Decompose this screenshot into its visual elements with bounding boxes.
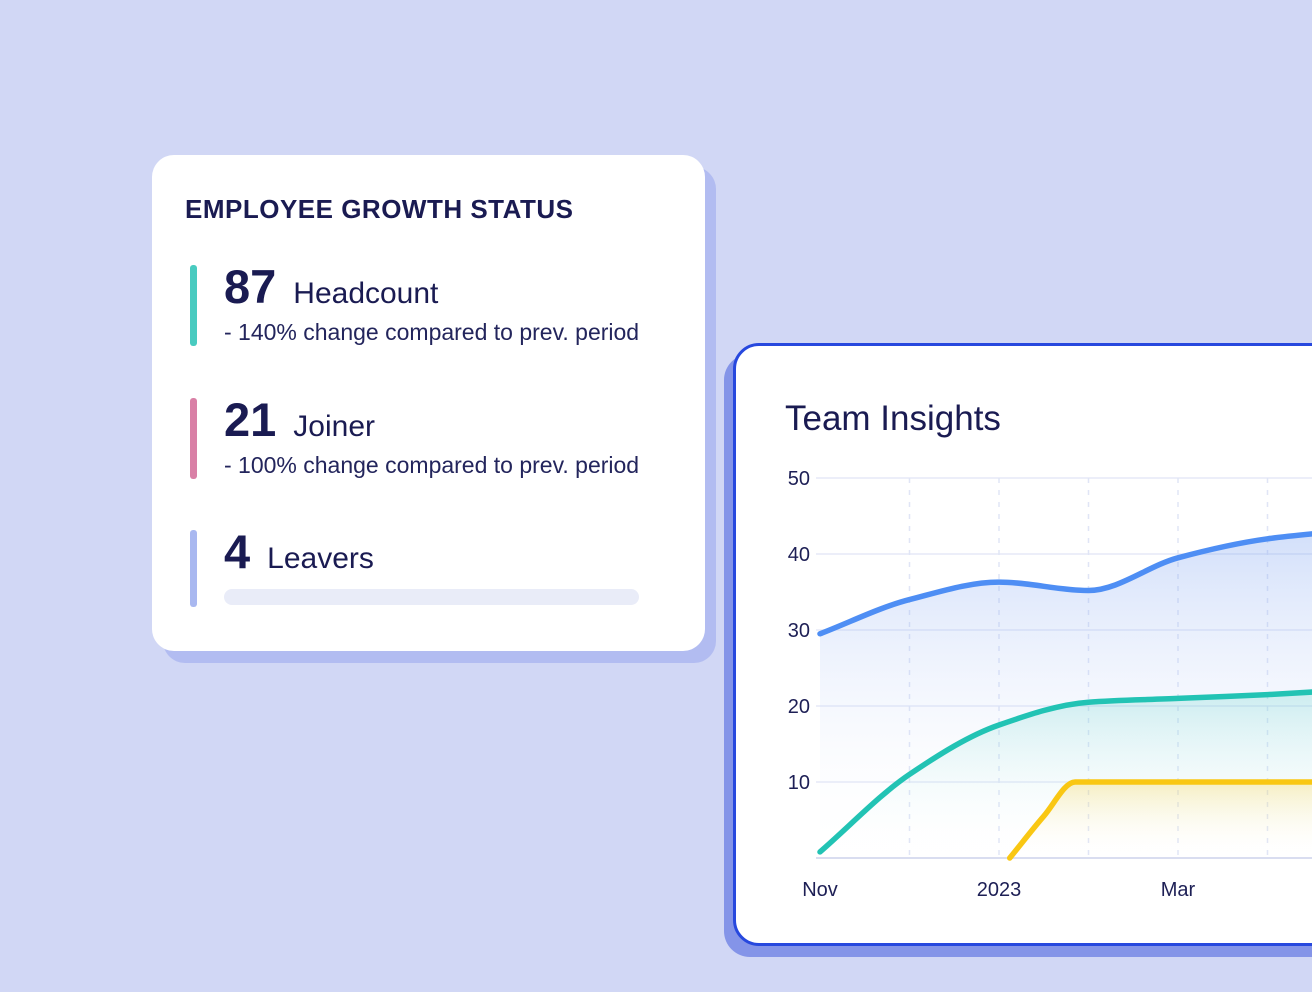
x-axis-tick-label: Mar: [1161, 879, 1196, 901]
joiner-label: Joiner: [293, 409, 375, 443]
insights-card-title: Team Insights: [785, 399, 1001, 438]
y-axis-tick-label: 20: [788, 696, 810, 718]
team-insights-chart: 10 20 30 40 50 Nov 2023 Mar: [788, 468, 1312, 901]
x-axis-tick-label: 2023: [977, 879, 1022, 901]
y-axis-tick-label: 30: [788, 620, 810, 642]
series-yellow-line: [1006, 779, 1312, 861]
leavers-label: Leavers: [267, 541, 374, 575]
y-axis-tick-label: 50: [788, 468, 810, 490]
series-teal-line: [817, 689, 1312, 855]
series-yellow-area: [1009, 781, 1312, 858]
joiner-accent-bar: [190, 397, 197, 479]
stat-headcount: 87 Headcount - 140% change compared to p…: [190, 259, 705, 346]
y-axis-tick-label: 40: [788, 544, 810, 566]
series-blue-line: [817, 531, 1312, 637]
employee-growth-card: EMPLOYEE GROWTH STATUS 87 Headcount - 14…: [152, 155, 705, 651]
leavers-accent-bar: [190, 529, 197, 607]
x-axis-tick-label: Nov: [802, 879, 838, 901]
stat-joiner: 21 Joiner - 100% change compared to prev…: [190, 392, 705, 479]
y-axis-tick-label: 10: [788, 772, 810, 794]
team-insights-card: 10 20 30 40 50 Nov 2023 Mar Team Insights: [733, 343, 1312, 946]
leavers-body: 4 Leavers: [224, 524, 639, 607]
joiner-headline: 21 Joiner: [224, 392, 639, 446]
stat-leavers: 4 Leavers: [190, 524, 705, 607]
headcount-change: - 140% change compared to prev. period: [224, 318, 640, 345]
leavers-value: 4: [224, 524, 251, 578]
joiner-body: 21 Joiner - 100% change compared to prev…: [224, 392, 640, 479]
leavers-progress-bar: [224, 588, 639, 605]
headcount-value: 87: [224, 259, 277, 313]
headcount-label: Headcount: [293, 276, 439, 310]
headcount-body: 87 Headcount - 140% change compared to p…: [224, 259, 640, 346]
joiner-change: - 100% change compared to prev. period: [224, 451, 640, 478]
leavers-headline: 4 Leavers: [224, 524, 639, 578]
joiner-value: 21: [224, 392, 277, 446]
headcount-accent-bar: [190, 264, 197, 346]
growth-card-title: EMPLOYEE GROWTH STATUS: [185, 194, 574, 224]
headcount-headline: 87 Headcount: [224, 259, 639, 313]
